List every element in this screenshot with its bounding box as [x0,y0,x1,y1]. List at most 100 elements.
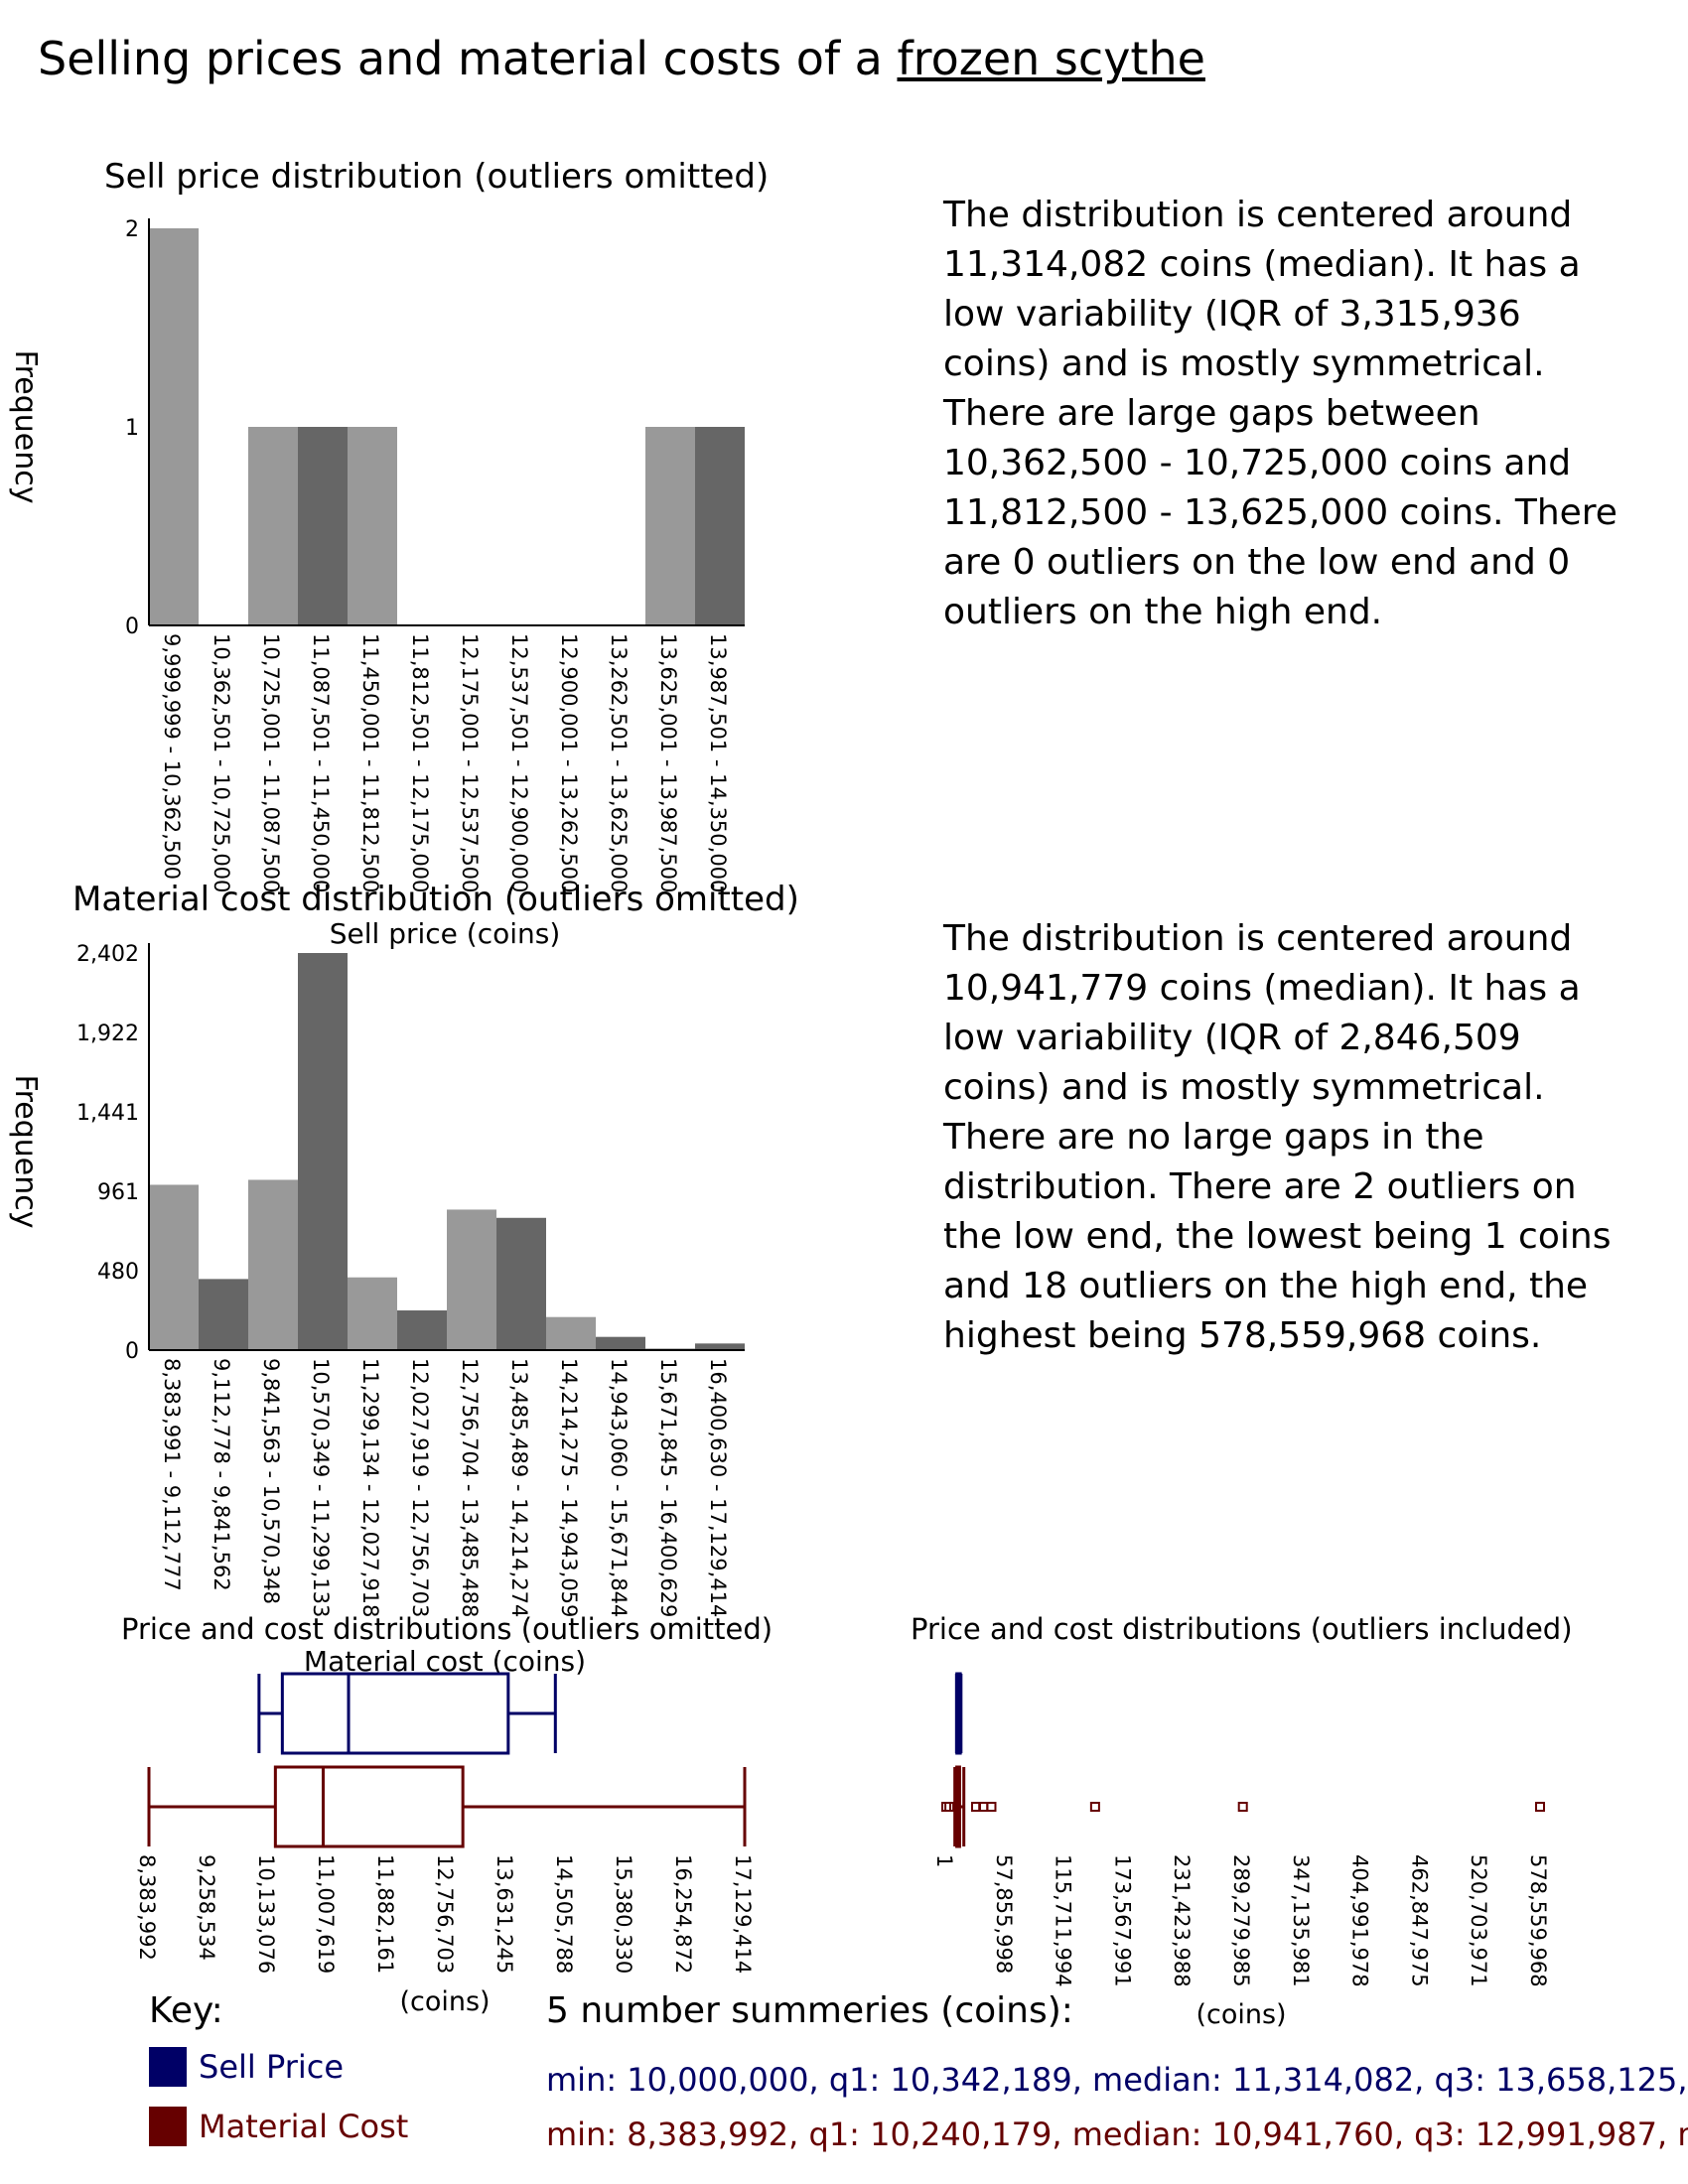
key-cost-label: Material Cost [199,2108,409,2145]
cost_hist-bar [149,1184,199,1350]
sell_hist-bar [348,427,397,625]
box_included-tick-label: 520,703,971 [1467,1854,1490,1987]
cost_hist-y-tick-label: 1,922 [76,1022,139,1046]
box_omitted-tick-label: 11,007,619 [314,1854,338,1974]
box_omitted-box [280,1672,510,1755]
sell_hist-x-tick-label: 11,450,001 - 11,812,500 [358,633,382,892]
sell-swatch [149,2047,187,2087]
cost_hist-y-tick-label: 2,402 [76,942,139,967]
cost-description: The distribution is centered around 10,9… [943,918,1612,1356]
cost-swatch [149,2107,187,2146]
box_included-tick-label: 231,423,988 [1170,1854,1194,1987]
cost_hist-bar [596,1336,645,1350]
box_omitted-tick-label: 8,383,992 [135,1854,159,1961]
box_omitted-x-label: (coins) [399,1986,490,2017]
cost_hist-y-label: Frequency [8,1075,43,1229]
key-cost: Material Cost [149,2107,408,2146]
summaries-clip: min: 10,000,000, q1: 10,342,189, median:… [546,2061,1688,2099]
cost_hist-x-tick-label: 10,570,349 - 11,299,133 [309,1358,333,1617]
box_included-tick-label: 578,559,968 [1526,1854,1550,1987]
box_included-tick-label: 173,567,991 [1110,1854,1134,1987]
cost_hist-x-tick-label: 15,671,845 - 16,400,629 [656,1358,680,1617]
cost-summary: min: 8,383,992, q1: 10,240,179, median: … [546,2116,1688,2153]
cost_hist-y-tick-label: 1,441 [76,1101,139,1126]
summaries-title: 5 number summeries (coins): [546,1990,1073,2031]
key-sell: Sell Price [149,2047,344,2087]
sell-summary: min: 10,000,000, q1: 10,342,189, median:… [546,2061,1688,2099]
cost_hist-x-tick-label: 8,383,991 - 9,112,777 [160,1358,184,1591]
sell_hist-x-tick-label: 12,175,001 - 12,537,500 [458,633,482,892]
sell_hist-bar [248,427,298,625]
cost_hist-x-tick-label: 9,112,778 - 9,841,562 [210,1358,233,1591]
cost_hist-bar [248,1179,298,1350]
box-omitted-title: Price and cost distributions (outliers o… [121,1612,774,1646]
box_included-x-label: (coins) [1196,1999,1286,2030]
sell_hist-x-tick-label: 12,900,001 - 13,262,500 [557,633,581,892]
sell_hist-x-label: Sell price (coins) [330,917,561,950]
sell_hist-x-tick-label: 10,362,501 - 10,725,000 [210,633,233,892]
cost_hist-x-tick-label: 13,485,489 - 14,214,274 [507,1358,531,1617]
box_omitted-tick-label: 13,631,245 [492,1854,516,1974]
box_included-tick-label: 404,991,978 [1348,1854,1372,1987]
box_included-tick-label: 115,711,994 [1052,1854,1075,1987]
box_included-outlier [1089,1802,1100,1812]
box_included-outlier [1237,1802,1248,1812]
key-sell-label: Sell Price [199,2048,345,2086]
page-title-item: frozen scythe [897,32,1205,85]
box-included-title: Price and cost distributions (outliers i… [911,1612,1573,1646]
cost_hist-x-tick-label: 14,943,060 - 15,671,844 [607,1358,631,1617]
cost_hist-bar [348,1277,397,1350]
page-title: Selling prices and material costs of a f… [38,32,1205,85]
box_omitted-tick-label: 16,254,872 [671,1854,695,1974]
cost_hist-bar [298,953,348,1350]
box_included-tick-label: 462,847,975 [1407,1854,1431,1987]
sell_hist-x-tick-label: 13,987,501 - 14,350,000 [706,633,730,892]
cost_hist-y-tick-label: 961 [97,1180,139,1205]
cost_hist-bar [199,1279,248,1350]
cost_hist-y-tick-label: 480 [97,1260,139,1285]
sell_hist-bar [298,427,348,625]
box_included-tick-label: 57,855,998 [992,1854,1016,1974]
sell_hist-y-tick-label: 0 [125,614,139,639]
sell-description: The distribution is centered around 11,3… [943,195,1618,632]
cost_hist-bar [695,1343,745,1350]
box_included-tick-label: 289,279,985 [1229,1854,1253,1987]
cost_hist-y-tick-label: 0 [125,1339,139,1364]
sell_hist-bar [149,228,199,625]
sell_hist-x-tick-label: 11,087,501 - 11,450,000 [309,633,333,892]
box_omitted-tick-label: 11,882,161 [373,1854,397,1974]
cost_hist-x-tick-label: 12,027,919 - 12,756,703 [408,1358,432,1617]
sell_hist-x-tick-label: 9,999,999 - 10,362,500 [160,633,184,880]
sell_hist-y-tick-label: 1 [125,416,139,441]
box_omitted-tick-label: 14,505,788 [552,1854,576,1974]
sell-hist-title: Sell price distribution (outliers omitte… [104,157,770,197]
box_included-outlier [986,1802,997,1812]
cost_hist-x-tick-label: 16,400,630 - 17,129,414 [706,1358,730,1617]
box_included-outlier [1535,1802,1545,1812]
sell_hist-y-label: Frequency [8,350,43,504]
cost_hist-bar [546,1316,596,1350]
summaries-clip-2: min: 8,383,992, q1: 10,240,179, median: … [546,2116,1688,2153]
box_included-tick-label: 1 [932,1854,956,1867]
sell_hist-x-tick-label: 11,812,501 - 12,175,000 [408,633,432,892]
sell_hist-x-tick-label: 13,625,001 - 13,987,500 [656,633,680,892]
cost_hist-bar [447,1209,496,1350]
box_omitted-tick-label: 15,380,330 [612,1854,635,1974]
box_omitted-tick-label: 12,756,703 [433,1854,457,1974]
box_omitted-tick-label: 17,129,414 [731,1854,755,1974]
box_omitted-box [273,1765,465,1848]
key-title: Key: [149,1990,223,2031]
sell_hist-x-tick-label: 10,725,001 - 11,087,500 [259,633,283,892]
sell_hist-y-tick-label: 2 [125,217,139,242]
sell_hist-x-tick-label: 12,537,501 - 12,900,000 [507,633,531,892]
cost_hist-bar [496,1217,546,1350]
cost-hist-title: Material cost distribution (outliers omi… [72,880,799,919]
page-title-prefix: Selling prices and material costs of a [38,32,898,85]
cost_hist-x-tick-label: 11,299,134 - 12,027,918 [358,1358,382,1617]
cost_hist-x-tick-label: 9,841,563 - 10,570,348 [259,1358,283,1604]
sell_hist-x-tick-label: 13,262,501 - 13,625,000 [607,633,631,892]
box_omitted-tick-label: 9,258,534 [195,1854,218,1961]
box_omitted-tick-label: 10,133,076 [254,1854,278,1974]
box_included-tick-label: 347,135,981 [1289,1854,1313,1987]
